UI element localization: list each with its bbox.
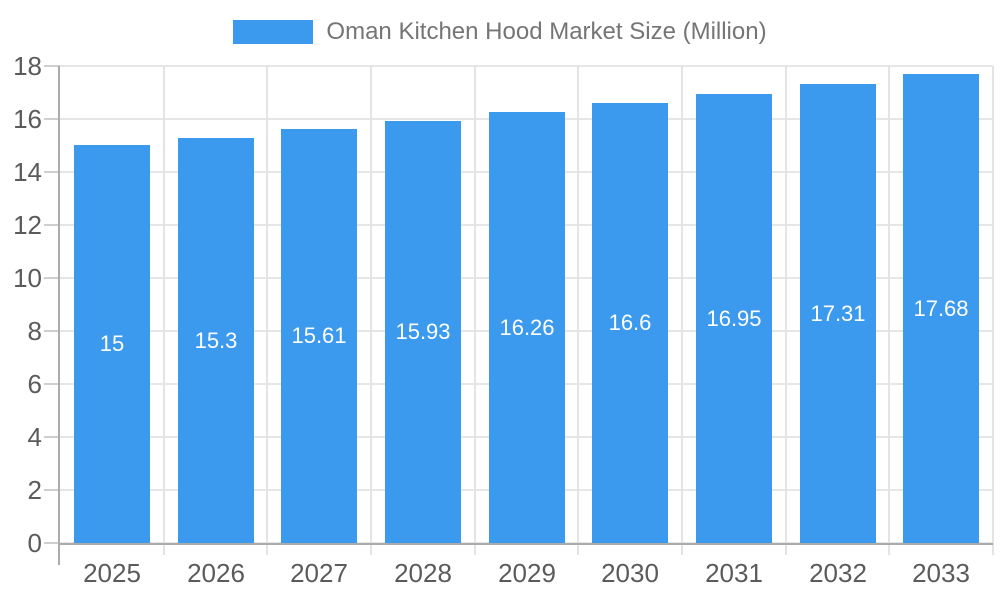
- y-axis-tick: [44, 542, 60, 544]
- bar-value-label: 15.3: [194, 327, 238, 353]
- x-axis-tick: [681, 543, 683, 555]
- x-axis-tick: [577, 543, 579, 555]
- y-axis-tick: [44, 277, 60, 279]
- bar-2029[interactable]: 16.26: [489, 112, 565, 543]
- bar-2026[interactable]: 15.3: [178, 138, 254, 543]
- x-tick-label-2029: 2029: [498, 558, 556, 588]
- y-axis-tick: [44, 383, 60, 385]
- legend[interactable]: Oman Kitchen Hood Market Size (Million): [0, 18, 1000, 46]
- bar-2028[interactable]: 15.93: [385, 121, 461, 543]
- bar-value-label: 17.68: [913, 295, 969, 321]
- y-axis-tick: [44, 171, 60, 173]
- gridline-vertical: [163, 66, 165, 543]
- y-axis-tick: [44, 118, 60, 120]
- bar-2033[interactable]: 17.68: [903, 74, 979, 543]
- x-tick-label-2033: 2033: [912, 558, 970, 588]
- bar-value-label: 15.93: [395, 319, 451, 344]
- bar-2032[interactable]: 17.31: [800, 84, 876, 543]
- y-axis-tick: [44, 330, 60, 332]
- gridline-vertical: [681, 66, 683, 543]
- y-tick-label-16: 16: [13, 104, 42, 134]
- bar-value-label: 16.95: [706, 305, 762, 331]
- y-axis-tick: [44, 436, 60, 438]
- y-tick-label-6: 6: [27, 369, 42, 399]
- x-axis-tick: [992, 543, 994, 555]
- legend-swatch: [233, 20, 314, 44]
- gridline-vertical: [266, 66, 268, 543]
- gridline-vertical: [577, 66, 579, 543]
- y-tick-label-18: 18: [13, 51, 42, 81]
- y-axis-tick: [44, 489, 60, 491]
- bar-value-label: 16.26: [499, 314, 555, 340]
- gridline-vertical: [474, 66, 476, 543]
- y-axis-tick: [44, 224, 60, 226]
- bar-2027[interactable]: 15.61: [281, 129, 357, 543]
- x-axis-line: [60, 543, 993, 545]
- x-tick-label-2026: 2026: [187, 558, 245, 588]
- y-tick-label-0: 0: [27, 528, 42, 558]
- legend-label: Oman Kitchen Hood Market Size (Million): [326, 18, 767, 45]
- x-tick-label-2028: 2028: [394, 558, 452, 588]
- bar-2025[interactable]: 15: [74, 145, 150, 543]
- bar-value-label: 15: [99, 331, 125, 356]
- gridline-vertical: [992, 66, 994, 543]
- y-tick-label-10: 10: [13, 263, 42, 293]
- gridline-horizontal: [60, 65, 993, 67]
- x-axis-tick: [474, 543, 476, 555]
- x-axis-tick: [266, 543, 268, 555]
- y-tick-label-2: 2: [27, 475, 42, 505]
- x-tick-label-2027: 2027: [290, 558, 348, 588]
- x-tick-label-2030: 2030: [601, 558, 659, 588]
- bar-value-label: 17.31: [810, 300, 866, 326]
- bar-value-label: 16.6: [608, 310, 652, 335]
- x-axis-tick: [888, 543, 890, 555]
- plot-area: 0 2 4 6 8 10 12 14 16 18 15 2025 15.3 2026 15.61 2027 15…: [13, 53, 994, 587]
- x-axis-tick: [785, 543, 787, 555]
- x-tick-label-2031: 2031: [705, 558, 763, 588]
- bar-2031[interactable]: 16.95: [696, 94, 772, 543]
- bar-value-label: 15.61: [291, 323, 347, 348]
- y-tick-label-8: 8: [27, 316, 42, 346]
- x-tick-label-2025: 2025: [83, 558, 141, 588]
- y-tick-label-12: 12: [13, 210, 42, 240]
- y-axis-tick: [44, 65, 60, 67]
- bar-2030[interactable]: 16.6: [592, 103, 668, 543]
- gridline-vertical: [785, 66, 787, 543]
- y-axis-line: [58, 66, 60, 565]
- x-axis-tick: [163, 543, 165, 555]
- gridline-vertical: [888, 66, 890, 543]
- x-tick-label-2032: 2032: [809, 558, 867, 588]
- gridline-vertical: [370, 66, 372, 543]
- x-axis-tick: [370, 543, 372, 555]
- y-tick-label-14: 14: [13, 157, 42, 187]
- y-tick-label-4: 4: [27, 422, 42, 452]
